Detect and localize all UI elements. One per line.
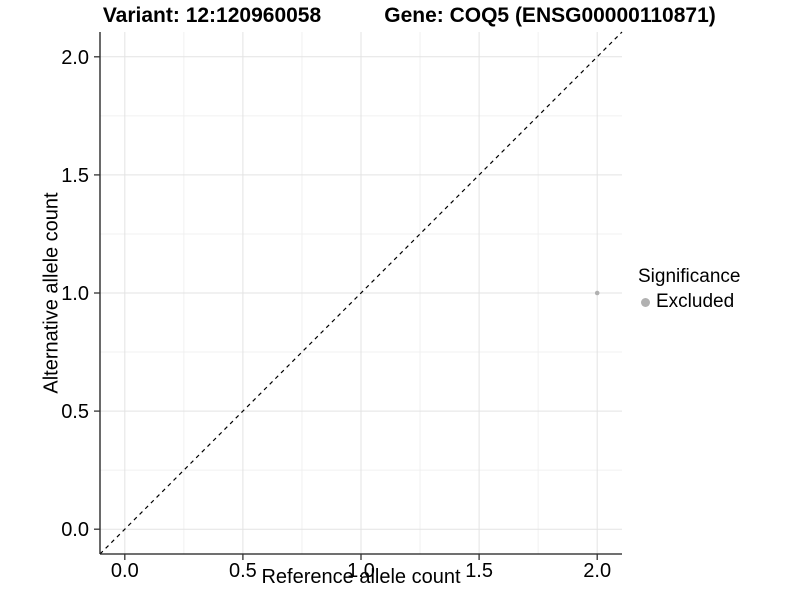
- x-tick-label: 0.0: [111, 560, 139, 582]
- y-tick-label: 0.5: [61, 401, 89, 423]
- legend-item-label: Excluded: [656, 291, 735, 312]
- legend-title: Significance: [638, 266, 741, 287]
- variant-title: Variant: 12:120960058: [102, 4, 322, 27]
- y-axis-title: Alternative allele count: [40, 192, 63, 394]
- y-tick-label: 1.0: [61, 283, 89, 305]
- x-tick-label: 2.0: [583, 560, 611, 582]
- excluded-point-icon: [641, 297, 650, 307]
- x-tick-label: 0.5: [229, 560, 257, 582]
- data-point: [594, 290, 600, 296]
- y-tick-label: 0.0: [61, 519, 89, 541]
- x-axis-title: Reference allele count: [261, 566, 461, 588]
- gene-title: Gene: COQ5 (ENSG00000110871): [384, 4, 716, 27]
- legend: Significance Excluded: [638, 266, 740, 313]
- y-tick-label: 1.5: [61, 165, 89, 187]
- identity-reference-line: [99, 31, 623, 555]
- y-tick-label: 2.0: [61, 47, 89, 69]
- legend-item-excluded: Excluded: [638, 291, 740, 313]
- x-tick-label: 1.5: [465, 560, 493, 582]
- x-tick-label: 1.0: [347, 560, 375, 582]
